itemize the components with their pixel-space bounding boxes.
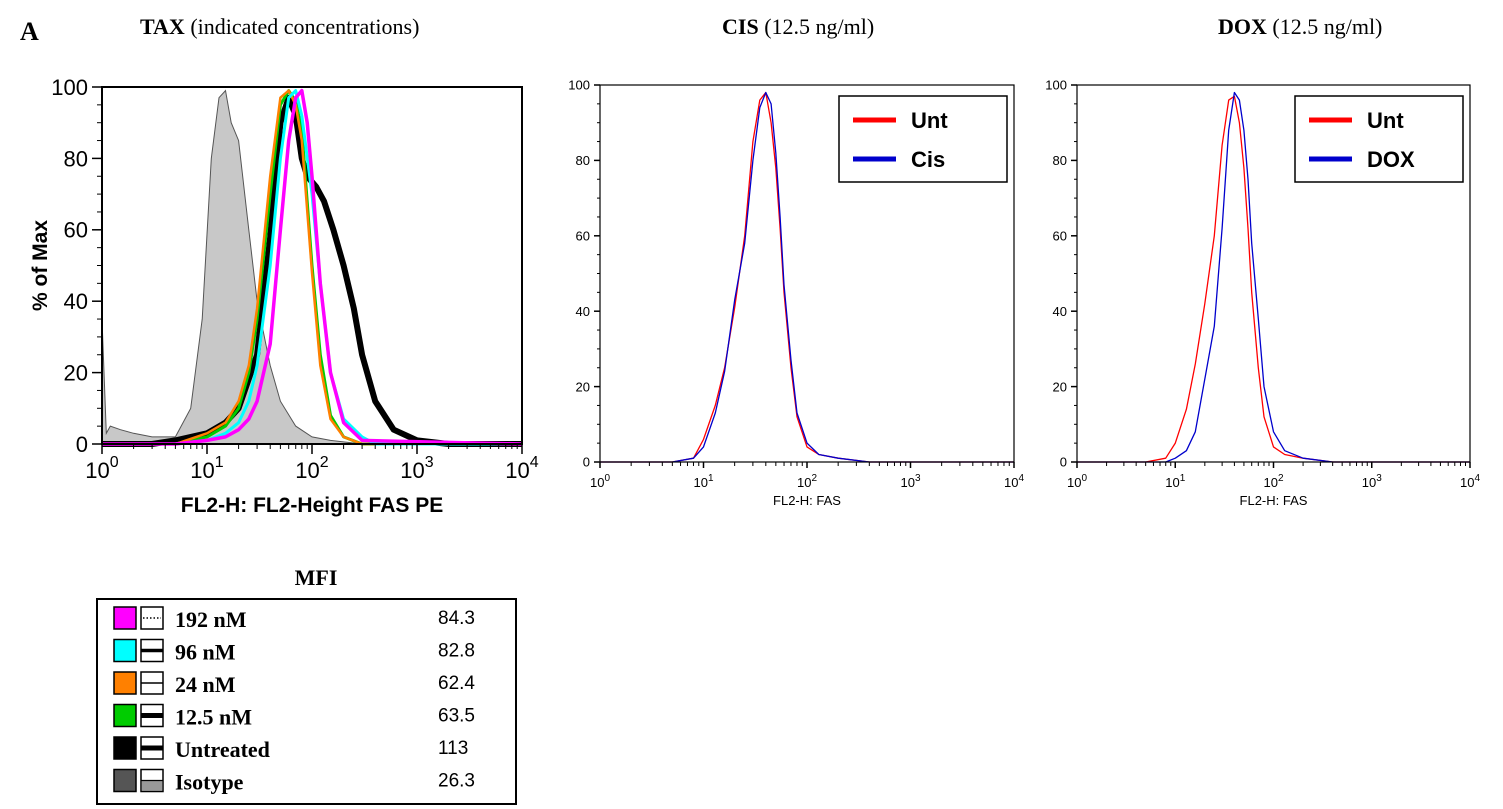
- legend: Unt DOX: [1294, 95, 1464, 183]
- y-tick-label: 0: [583, 455, 590, 470]
- x-tick-label: 101: [1165, 473, 1185, 490]
- mfi-row: 192 nM 84.3: [113, 606, 475, 632]
- y-tick-label: 40: [1053, 304, 1067, 319]
- legend: Unt Cis: [838, 95, 1008, 183]
- mfi-table-frame: [96, 598, 517, 805]
- y-tick-label: 0: [1060, 455, 1067, 470]
- series-unt-line: [600, 91, 1014, 463]
- y-tick-label: 40: [64, 289, 88, 314]
- x-axis-label: FL2-H: FL2-Height FAS PE: [181, 494, 444, 517]
- mfi-heading: MFI: [295, 565, 338, 590]
- mfi-row-label: 24 nM: [175, 672, 236, 697]
- y-tick-label: 40: [576, 304, 590, 319]
- x-tick-label: 104: [1460, 473, 1480, 490]
- series-12-5-nm-line: [102, 89, 522, 446]
- x-tick-label: 102: [295, 454, 328, 483]
- mfi-color-swatch: [113, 606, 137, 630]
- mfi-row-label: Untreated: [175, 737, 270, 762]
- mfi-row-value: 84.3: [438, 608, 475, 629]
- x-tick-label: 102: [797, 473, 817, 490]
- x-tick-label: 101: [190, 454, 223, 483]
- x-tick-label: 100: [590, 473, 610, 490]
- mfi-line-swatch: [142, 780, 162, 791]
- panel-title-dox: DOX (12.5 ng/ml): [1218, 14, 1382, 39]
- x-axis-label: FL2-H: FAS: [1240, 493, 1308, 508]
- mfi-row: 12.5 nM 63.5: [113, 703, 475, 730]
- x-tick-label: 104: [1004, 473, 1024, 490]
- y-tick-label: 20: [576, 379, 590, 394]
- x-tick-label: 100: [85, 454, 118, 483]
- y-axis-label: % of Max: [29, 220, 52, 311]
- series-dox-line: [1077, 91, 1470, 463]
- mfi-row-value: 62.4: [438, 673, 475, 694]
- plot-area: [1077, 91, 1470, 463]
- legend-label-unt: Unt: [1367, 108, 1404, 133]
- mfi-color-swatch: [113, 736, 137, 760]
- mfi-row-value: 82.8: [438, 641, 475, 662]
- y-tick-label: 60: [576, 228, 590, 243]
- mfi-row-value: 113: [438, 738, 468, 759]
- x-tick-label: 103: [400, 454, 433, 483]
- cis-histogram-chart: 0 20 40 60 80 100 100 101 102 103 104 FL2-H: FAS Unt…: [568, 78, 1024, 508]
- y-tick-label: 0: [76, 432, 88, 457]
- mfi-row-label: Isotype: [175, 770, 244, 795]
- panel-title-tax: TAX (indicated concentrations): [140, 14, 419, 39]
- mfi-row-label: 192 nM: [175, 607, 247, 632]
- legend-label-unt: Unt: [911, 108, 948, 133]
- series-unt-line: [1077, 95, 1470, 463]
- series-24-nm-line: [102, 89, 522, 446]
- legend-label-cis: Cis: [911, 147, 945, 172]
- x-tick-label: 103: [1362, 473, 1382, 490]
- x-tick-label: 104: [505, 454, 538, 483]
- y-tick-label: 60: [1053, 228, 1067, 243]
- y-tick-label: 20: [64, 361, 88, 386]
- x-tick-label: 100: [1067, 473, 1087, 490]
- plot-area: [101, 88, 523, 447]
- y-tick-label: 100: [1045, 78, 1067, 93]
- y-tick-label: 80: [1053, 153, 1067, 168]
- plot-area: [600, 91, 1014, 463]
- y-tick-label: 60: [64, 218, 88, 243]
- legend-frame: [1294, 95, 1464, 183]
- y-tick-label: 20: [1053, 379, 1067, 394]
- y-tick-label: 80: [64, 146, 88, 171]
- mfi-line-swatch-box: [140, 606, 164, 630]
- mfi-color-swatch: [113, 703, 137, 728]
- tax-histogram-chart: 0 20 40 60 80 100 100 101 102 103 104 FL2-H: FL2-He…: [29, 75, 539, 517]
- mfi-row: Isotype 26.3: [113, 768, 475, 795]
- y-tick-label: 80: [576, 153, 590, 168]
- mfi-row: 96 nM 82.8: [113, 638, 475, 665]
- mfi-row-value: 63.5: [438, 706, 475, 727]
- mfi-color-swatch: [113, 671, 137, 695]
- mfi-row: 24 nM 62.4: [113, 671, 475, 697]
- x-tick-label: 102: [1263, 473, 1283, 490]
- mfi-row-value: 26.3: [438, 771, 475, 792]
- mfi-color-swatch: [113, 638, 137, 663]
- mfi-color-swatch: [113, 768, 137, 793]
- y-tick-label: 100: [568, 78, 590, 93]
- mfi-row-label: 96 nM: [175, 640, 236, 665]
- y-tick-label: 100: [51, 75, 88, 100]
- legend-label-dox: DOX: [1367, 147, 1415, 172]
- x-axis-label: FL2-H: FAS: [773, 493, 841, 508]
- mfi-row: Untreated 113: [113, 736, 468, 762]
- series-192-nm-line: [102, 88, 523, 446]
- panel-title-cis: CIS (12.5 ng/ml): [722, 14, 874, 39]
- series-cis-line: [600, 91, 1014, 463]
- legend-frame: [838, 95, 1008, 183]
- x-tick-label: 101: [693, 473, 713, 490]
- series-isotype-area: [101, 89, 522, 445]
- mfi-table-rows: 192 nM 84.3 96 nM 82.8 24 nM 62.4 12.5 nM 63.5 U…: [113, 606, 475, 795]
- mfi-row-label: 12.5 nM: [175, 705, 252, 730]
- dox-histogram-chart: 0 20 40 60 80 100 100 101 102 103 104 FL2-H: FAS Unt…: [1045, 78, 1480, 508]
- panel-label: A: [20, 17, 39, 46]
- x-tick-label: 103: [900, 473, 920, 490]
